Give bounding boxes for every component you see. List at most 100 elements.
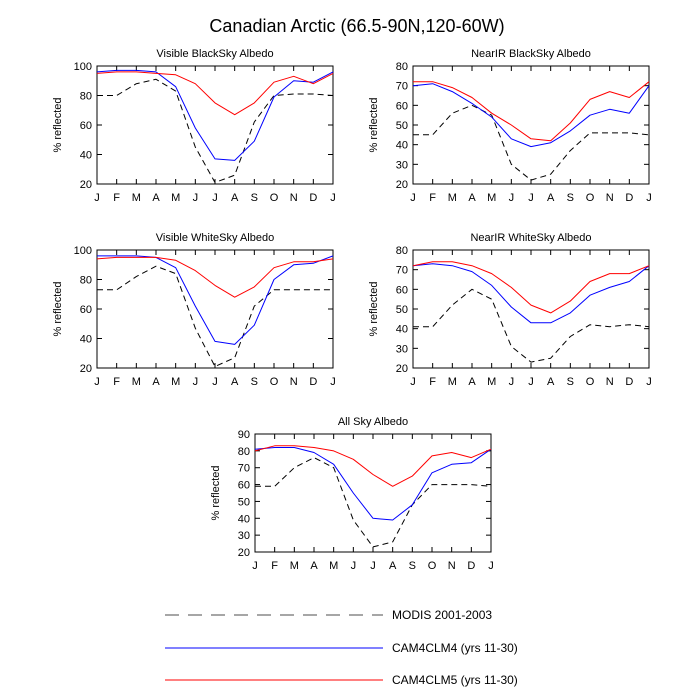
x-tick-label: A [231, 376, 239, 388]
y-tick-label: 30 [396, 343, 408, 355]
y-tick-label: 60 [80, 304, 92, 316]
x-tick-label: J [488, 560, 494, 572]
series-line-modis [255, 457, 492, 548]
x-tick-label: S [567, 376, 574, 388]
x-tick-label: J [212, 192, 218, 204]
x-tick-label: J [193, 376, 199, 388]
x-tick-label: O [270, 376, 279, 388]
y-tick-label: 20 [396, 179, 408, 191]
series-line-cam4clm5 [96, 71, 334, 116]
x-tick-label: J [410, 376, 416, 388]
x-tick-label: A [389, 560, 397, 572]
panel-title: All Sky Albedo [338, 416, 408, 428]
y-tick-label: 20 [80, 179, 92, 191]
series-line-modis [413, 104, 650, 181]
y-tick-label: 80 [80, 91, 92, 103]
y-tick-label: 50 [238, 496, 250, 508]
x-tick-label: F [271, 560, 278, 572]
x-tick-label: A [152, 376, 160, 388]
x-tick-label: M [448, 192, 457, 204]
x-tick-label: A [468, 192, 476, 204]
y-tick-label: 80 [396, 245, 408, 257]
y-tick-label: 20 [396, 363, 408, 375]
x-tick-label: M [171, 376, 180, 388]
series-line-cam4clm4 [97, 255, 334, 345]
series-line-cam4clm4 [412, 263, 650, 324]
y-tick-label: 30 [238, 530, 250, 542]
x-tick-label: F [429, 376, 436, 388]
series-line-modis [97, 78, 334, 183]
plot-frame [96, 65, 334, 185]
x-tick-label: M [487, 192, 496, 204]
x-tick-label: M [329, 560, 338, 572]
x-tick-label: J [528, 376, 534, 388]
x-tick-label: A [547, 376, 555, 388]
x-tick-label: D [625, 192, 633, 204]
y-tick-label: 20 [80, 363, 92, 375]
x-tick-label: S [567, 192, 574, 204]
x-tick-label: A [468, 376, 476, 388]
x-tick-label: J [509, 192, 515, 204]
y-axis-label: % reflected [368, 281, 380, 336]
x-tick-label: A [310, 560, 318, 572]
panel-title: NearIR BlackSky Albedo [471, 48, 591, 60]
x-tick-label: J [370, 560, 376, 572]
x-tick-label: D [309, 192, 317, 204]
x-tick-label: M [132, 192, 141, 204]
x-tick-label: J [528, 192, 534, 204]
x-tick-label: D [467, 560, 475, 572]
series-line-cam4clm5 [254, 445, 492, 487]
y-tick-label: 80 [238, 446, 250, 458]
x-tick-label: F [113, 192, 120, 204]
x-tick-label: O [586, 376, 595, 388]
legend: MODIS 2001-2003 CAM4CLM4 (yrs 11-30) CAM4C… [165, 608, 518, 687]
legend-item-modis: MODIS 2001-2003 [165, 608, 492, 622]
series-line-cam4clm4 [96, 69, 334, 161]
y-tick-label: 50 [396, 120, 408, 132]
x-tick-label: O [428, 560, 437, 572]
y-tick-label: 90 [238, 429, 250, 441]
y-tick-label: 60 [80, 120, 92, 132]
x-tick-label: J [94, 192, 100, 204]
plot-frame [96, 249, 334, 369]
y-tick-label: 40 [80, 150, 92, 162]
x-tick-label: J [646, 376, 652, 388]
x-tick-label: S [251, 192, 258, 204]
y-tick-label: 40 [396, 140, 408, 152]
x-tick-label: D [625, 376, 633, 388]
y-tick-label: 40 [238, 513, 250, 525]
x-tick-label: J [193, 192, 199, 204]
legend-item-cam4clm4: CAM4CLM4 (yrs 11-30) [165, 641, 518, 655]
y-tick-label: 70 [396, 81, 408, 93]
x-tick-label: F [113, 376, 120, 388]
y-axis-label: % reflected [52, 97, 64, 152]
x-tick-label: A [547, 192, 555, 204]
series-line-cam4clm4 [412, 83, 650, 148]
y-tick-label: 80 [80, 275, 92, 287]
y-tick-label: 50 [396, 304, 408, 316]
y-tick-label: 60 [238, 480, 250, 492]
x-tick-label: N [606, 192, 614, 204]
series-line-cam4clm5 [96, 256, 334, 298]
y-tick-label: 20 [238, 547, 250, 559]
x-tick-label: O [270, 192, 279, 204]
x-tick-label: J [351, 560, 357, 572]
x-tick-label: J [410, 192, 416, 204]
y-tick-label: 70 [396, 265, 408, 277]
x-tick-label: J [330, 376, 336, 388]
series-line-modis [97, 265, 333, 367]
y-axis-label: % reflected [52, 281, 64, 336]
series-line-cam4clm4 [254, 447, 492, 521]
panel-title: NearIR WhiteSky Albedo [470, 232, 591, 244]
x-tick-label: M [290, 560, 299, 572]
legend-item-cam4clm5: CAM4CLM5 (yrs 11-30) [165, 673, 518, 687]
x-tick-label: O [586, 192, 595, 204]
x-tick-label: J [330, 192, 336, 204]
panel-title: Visible WhiteSky Albedo [156, 232, 274, 244]
y-axis-label: % reflected [368, 97, 380, 152]
